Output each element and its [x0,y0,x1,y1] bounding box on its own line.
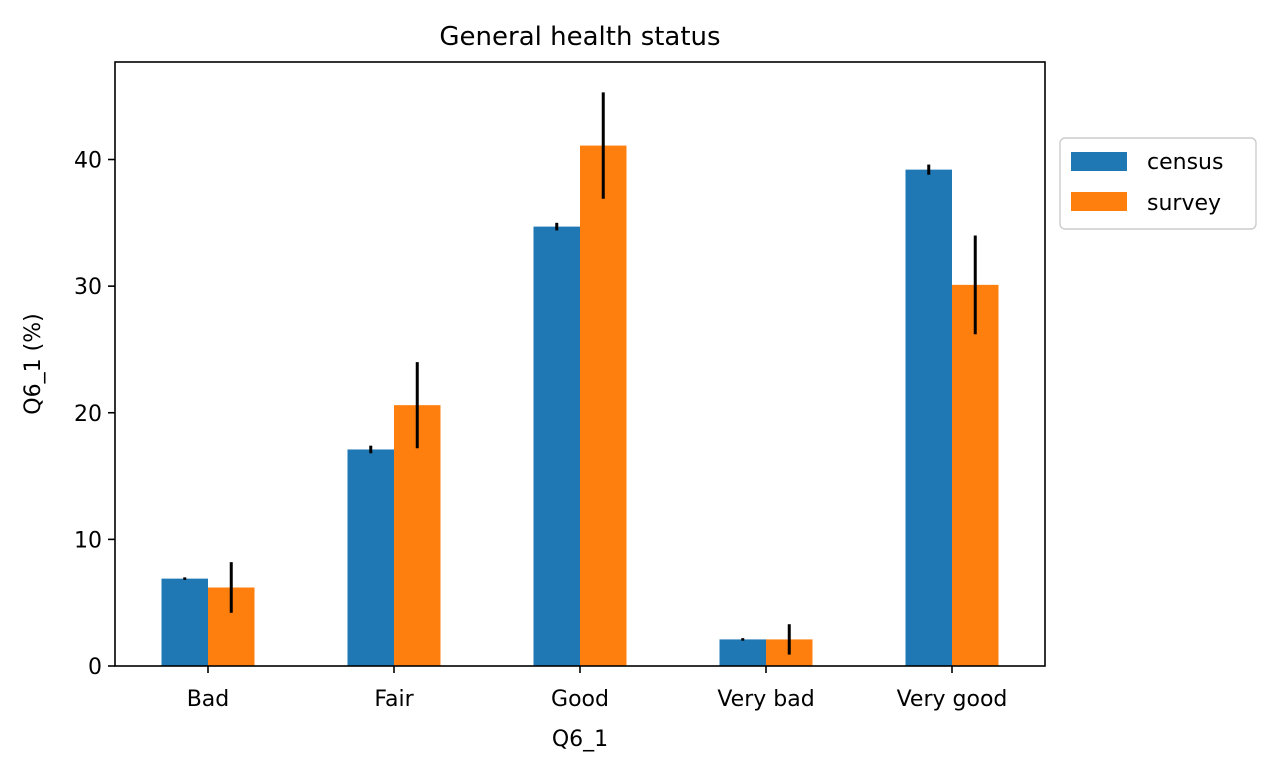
bars-group [161,145,999,666]
errorbars-group [183,92,977,655]
y-tick-label: 20 [74,402,102,427]
bar-survey-very-good [952,284,999,666]
chart-title: General health status [439,22,720,52]
y-axis-label: Q6_1 (%) [21,313,46,414]
bar-survey-fair [394,405,441,666]
legend: census survey [1059,137,1257,230]
y-tick-label: 30 [74,275,102,300]
x-axis: Bad Fair Good Very bad Very good [187,666,1008,712]
legend-swatch-survey [1071,192,1127,211]
y-axis: 0 10 20 30 40 [74,149,115,680]
legend-label-census: census [1147,150,1223,175]
y-tick-label: 40 [74,149,102,174]
bar-survey-good [580,145,627,666]
x-tick-label: Very bad [717,687,814,712]
x-tick-label: Bad [187,687,230,712]
bar-census-bad [161,578,208,666]
x-tick-label: Fair [374,687,414,712]
plot-frame [114,61,1046,667]
bar-census-good [533,226,580,666]
y-tick-label: 10 [74,528,102,553]
x-tick-label: Good [551,687,609,712]
x-axis-label: Q6_1 [552,727,608,752]
x-tick-label: Very good [897,687,1008,712]
bar-census-fair [347,449,394,666]
legend-swatch-census [1071,152,1127,171]
bar-census-very-bad [719,639,766,666]
y-tick-label: 0 [88,655,102,680]
bar-census-very-good [905,169,952,666]
legend-label-survey: survey [1147,191,1221,216]
